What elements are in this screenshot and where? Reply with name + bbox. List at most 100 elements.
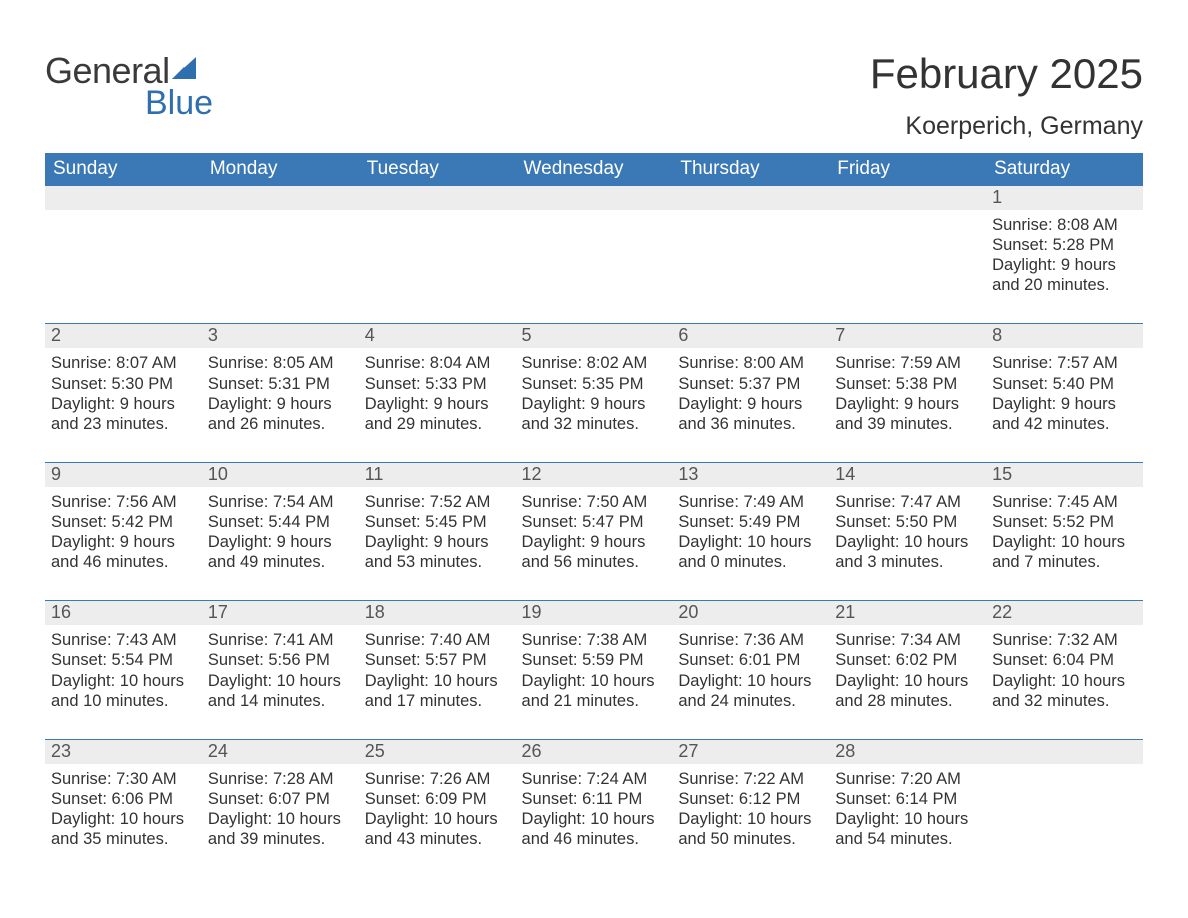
sunset-text: Sunset: 6:12 PM: [678, 789, 823, 809]
day-number: 19: [516, 601, 673, 625]
day-number: 23: [45, 739, 202, 763]
dl2-text: and 7 minutes.: [992, 552, 1137, 572]
day-cell: Sunrise: 7:59 AMSunset: 5:38 PMDaylight:…: [829, 348, 986, 462]
sunset-text: Sunset: 5:50 PM: [835, 512, 980, 532]
dl2-text: and 32 minutes.: [522, 414, 667, 434]
dl1-text: Daylight: 9 hours: [208, 532, 353, 552]
day-cell: Sunrise: 8:02 AMSunset: 5:35 PMDaylight:…: [516, 348, 673, 462]
sunset-text: Sunset: 6:14 PM: [835, 789, 980, 809]
weekday-header-row: Sunday Monday Tuesday Wednesday Thursday…: [45, 153, 1143, 186]
weekday-header: Sunday: [45, 153, 202, 186]
sunrise-text: Sunrise: 7:41 AM: [208, 630, 353, 650]
sunset-text: Sunset: 5:52 PM: [992, 512, 1137, 532]
day-cell: Sunrise: 7:32 AMSunset: 6:04 PMDaylight:…: [986, 625, 1143, 739]
dl2-text: and 3 minutes.: [835, 552, 980, 572]
dl2-text: and 42 minutes.: [992, 414, 1137, 434]
day-number: 8: [986, 324, 1143, 348]
sunrise-text: Sunrise: 7:26 AM: [365, 769, 510, 789]
weekday-header: Thursday: [672, 153, 829, 186]
day-cell: Sunrise: 7:50 AMSunset: 5:47 PMDaylight:…: [516, 487, 673, 601]
sunrise-text: Sunrise: 7:43 AM: [51, 630, 196, 650]
day-number: 3: [202, 324, 359, 348]
sunset-text: Sunset: 6:11 PM: [522, 789, 667, 809]
dl1-text: Daylight: 9 hours: [208, 394, 353, 414]
day-cell: [829, 210, 986, 324]
weekday-header: Tuesday: [359, 153, 516, 186]
day-number: .: [672, 186, 829, 210]
dl1-text: Daylight: 10 hours: [992, 532, 1137, 552]
dl2-text: and 32 minutes.: [992, 691, 1137, 711]
sunrise-text: Sunrise: 7:59 AM: [835, 353, 980, 373]
sunrise-text: Sunrise: 7:40 AM: [365, 630, 510, 650]
sunset-text: Sunset: 5:33 PM: [365, 374, 510, 394]
dl1-text: Daylight: 9 hours: [51, 532, 196, 552]
day-content-row: Sunrise: 8:07 AMSunset: 5:30 PM Daylight:…: [45, 348, 1143, 462]
dl1-text: Daylight: 10 hours: [365, 809, 510, 829]
day-number: 11: [359, 462, 516, 486]
day-number: .: [829, 186, 986, 210]
sunrise-text: Sunrise: 8:07 AM: [51, 353, 196, 373]
sunrise-text: Sunrise: 7:52 AM: [365, 492, 510, 512]
sunrise-text: Sunrise: 7:24 AM: [522, 769, 667, 789]
title-block: February 2025 Koerperich, Germany: [870, 50, 1143, 141]
sunrise-text: Sunrise: 8:02 AM: [522, 353, 667, 373]
dl1-text: Daylight: 10 hours: [992, 671, 1137, 691]
day-cell: Sunrise: 7:47 AMSunset: 5:50 PMDaylight:…: [829, 487, 986, 601]
dl2-text: and 21 minutes.: [522, 691, 667, 711]
day-number: 9: [45, 462, 202, 486]
day-cell: Sunrise: 7:41 AMSunset: 5:56 PMDaylight:…: [202, 625, 359, 739]
day-number: 28: [829, 739, 986, 763]
dl2-text: and 39 minutes.: [208, 829, 353, 849]
day-number: .: [202, 186, 359, 210]
day-cell: Sunrise: 7:26 AMSunset: 6:09 PMDaylight:…: [359, 764, 516, 878]
sunset-text: Sunset: 5:40 PM: [992, 374, 1137, 394]
dl2-text: and 0 minutes.: [678, 552, 823, 572]
day-cell: Sunrise: 7:56 AMSunset: 5:42 PMDaylight:…: [45, 487, 202, 601]
day-number: .: [516, 186, 673, 210]
sunset-text: Sunset: 5:56 PM: [208, 650, 353, 670]
dl2-text: and 26 minutes.: [208, 414, 353, 434]
dl2-text: and 39 minutes.: [835, 414, 980, 434]
day-number: 24: [202, 739, 359, 763]
weekday-header: Monday: [202, 153, 359, 186]
sunset-text: Sunset: 5:49 PM: [678, 512, 823, 532]
day-cell: [359, 210, 516, 324]
day-number: 12: [516, 462, 673, 486]
dl2-text: and 17 minutes.: [365, 691, 510, 711]
dl2-text: and 20 minutes.: [992, 275, 1137, 295]
day-cell: Sunrise: 7:40 AMSunset: 5:57 PMDaylight:…: [359, 625, 516, 739]
sunrise-text: Sunrise: 7:47 AM: [835, 492, 980, 512]
dl1-text: Daylight: 10 hours: [51, 809, 196, 829]
day-cell: Sunrise: 8:08 AMSunset: 5:28 PMDaylight:…: [986, 210, 1143, 324]
sunset-text: Sunset: 5:31 PM: [208, 374, 353, 394]
weekday-header: Friday: [829, 153, 986, 186]
day-number: 27: [672, 739, 829, 763]
sunrise-text: Sunrise: 7:30 AM: [51, 769, 196, 789]
dl2-text: and 43 minutes.: [365, 829, 510, 849]
sunrise-text: Sunrise: 7:38 AM: [522, 630, 667, 650]
dl1-text: Daylight: 10 hours: [365, 671, 510, 691]
dl2-text: and 54 minutes.: [835, 829, 980, 849]
dl1-text: Daylight: 10 hours: [522, 809, 667, 829]
sunset-text: Sunset: 5:42 PM: [51, 512, 196, 532]
day-number: 17: [202, 601, 359, 625]
day-cell: Sunrise: 7:57 AMSunset: 5:40 PMDaylight:…: [986, 348, 1143, 462]
sunset-text: Sunset: 5:37 PM: [678, 374, 823, 394]
sunrise-text: Sunrise: 7:50 AM: [522, 492, 667, 512]
sunset-text: Sunset: 5:28 PM: [992, 235, 1137, 255]
day-content-row: Sunrise: 7:43 AMSunset: 5:54 PMDaylight:…: [45, 625, 1143, 739]
sunset-text: Sunset: 5:45 PM: [365, 512, 510, 532]
day-number-row: ......1: [45, 186, 1143, 210]
sunset-text: Sunset: 6:04 PM: [992, 650, 1137, 670]
dl2-text: and 36 minutes.: [678, 414, 823, 434]
day-number: .: [986, 739, 1143, 763]
sunrise-text: Sunrise: 7:45 AM: [992, 492, 1137, 512]
day-number: 6: [672, 324, 829, 348]
day-content-row: Sunrise: 8:08 AMSunset: 5:28 PMDaylight:…: [45, 210, 1143, 324]
day-cell: Sunrise: 7:28 AMSunset: 6:07 PMDaylight:…: [202, 764, 359, 878]
sunrise-text: Sunrise: 7:20 AM: [835, 769, 980, 789]
day-number-row: 232425262728.: [45, 739, 1143, 763]
sunrise-text: Sunrise: 7:34 AM: [835, 630, 980, 650]
dl1-text: Daylight: 9 hours: [522, 394, 667, 414]
sunset-text: Sunset: 5:30 PM: [51, 374, 196, 394]
